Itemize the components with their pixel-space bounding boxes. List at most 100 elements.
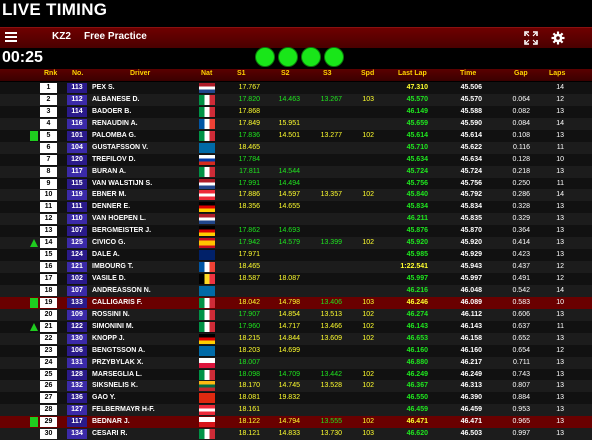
sector3-cell: 13.513 (320, 310, 342, 318)
last-lap-cell: 45.876 (406, 227, 428, 235)
best-time-cell: 45.834 (460, 203, 482, 211)
table-row[interactable]: 21 122 SIMONINI M. 17.960 14.717 13.466 102 46.… (0, 320, 592, 333)
gap-cell: 0.965 (512, 418, 530, 426)
table-row[interactable]: 2 112 ALBANESE D. 17.820 14.463 13.267 103 45.5… (0, 93, 592, 106)
table-row[interactable]: 11 111 DENNER E. 18.356 14.655 45.834 45.834 0.… (0, 201, 592, 214)
nationality-flag-icon (199, 202, 215, 213)
gap-cell: 0.286 (512, 191, 530, 199)
kart-number-cell: 124 (67, 250, 87, 261)
rank-cell: 12 (40, 214, 57, 225)
sector1-cell: 17.942 (238, 239, 260, 247)
nationality-flag-icon (199, 238, 215, 249)
sector1-cell: 17.868 (238, 107, 260, 115)
last-lap-cell: 46.367 (406, 382, 428, 390)
table-row[interactable]: 19 133 CALLIGARIS F. 18.042 14.798 13.406 103 4… (0, 296, 592, 309)
gap-cell: 0.437 (512, 263, 530, 271)
col-no[interactable]: No. (72, 70, 84, 77)
driver-name-cell: BENGTSSON A. (92, 346, 146, 354)
table-row[interactable]: 3 114 BADOER B. 17.868 46.149 45.588 0.082 13 (0, 105, 592, 118)
laps-cell: 10 (556, 155, 564, 163)
gap-cell: 0.743 (512, 370, 530, 378)
table-row[interactable]: 15 124 DALE A. 17.971 45.985 45.929 0.423 13 (0, 249, 592, 262)
col-s2[interactable]: S2 (281, 70, 290, 77)
nationality-flag-icon (199, 226, 215, 237)
sector2-cell: 14.693 (278, 227, 300, 235)
sector1-cell: 18.042 (238, 298, 260, 306)
col-s1[interactable]: S1 (237, 70, 246, 77)
col-time[interactable]: Time (460, 70, 477, 77)
rank-cell: 29 (40, 417, 57, 428)
col-nat[interactable]: Nat (201, 70, 213, 77)
sector2-cell: 14.699 (278, 346, 300, 354)
sector1-cell: 17.849 (238, 119, 260, 127)
gap-cell: 0.491 (512, 275, 530, 282)
gear-icon[interactable] (551, 31, 565, 45)
table-row[interactable]: 30 134 CESARI R. 18.121 14.833 13.730 103 46.62… (0, 428, 592, 440)
table-row[interactable]: 1 113 PEX S. 17.767 47.310 45.506 14 (0, 82, 592, 94)
col-rnk[interactable]: Rnk (44, 70, 58, 77)
table-row[interactable]: 29 117 BEDNAR J. 18.122 14.794 13.555 102 46.47… (0, 416, 592, 429)
sector1-cell: 18.161 (238, 406, 260, 414)
col-last-lap[interactable]: Last Lap (398, 70, 427, 77)
rank-cell: 8 (40, 166, 57, 177)
gap-cell: 0.652 (512, 334, 530, 342)
pit-indicator-icon (30, 417, 38, 428)
sector2-cell: 14.463 (278, 95, 300, 103)
table-row[interactable]: 14 125 CIVICO G. 17.942 14.579 13.399 102 45.92… (0, 237, 592, 250)
table-row[interactable]: 22 130 KNOPP J. 18.215 14.844 13.609 102 46.653… (0, 332, 592, 345)
sector3-cell: 13.442 (320, 370, 342, 378)
speed-cell: 102 (362, 370, 374, 378)
kart-number-cell: 107 (67, 226, 87, 237)
table-row[interactable]: 24 131 PRZYBYLAK X. 18.007 46.880 46.217 0.711… (0, 356, 592, 369)
rank-cell: 5 (40, 130, 57, 141)
table-row[interactable]: 7 120 TREFILOV D. 17.784 45.634 45.634 0.128 10 (0, 153, 592, 166)
table-row[interactable]: 27 136 GAO Y. 18.081 19.832 46.550 46.390 0.884… (0, 392, 592, 405)
driver-name-cell: CALLIGARIS F. (92, 298, 143, 306)
sector1-cell: 17.991 (238, 179, 260, 187)
table-row[interactable]: 8 117 BURAN A. 17.811 14.544 45.724 45.724 0.21… (0, 165, 592, 178)
rank-cell: 3 (40, 106, 57, 117)
rank-cell: 6 (40, 142, 57, 153)
table-row[interactable]: 5 101 PALOMBA G. 17.836 14.501 13.277 102 45.61… (0, 129, 592, 142)
table-row[interactable]: 4 116 RENAUDIN A. 17.849 15.951 45.659 45.590 0… (0, 117, 592, 130)
last-lap-cell: 46.620 (406, 430, 428, 438)
best-time-cell: 45.835 (460, 215, 482, 223)
rank-cell: 20 (40, 309, 57, 320)
last-lap-cell: 45.756 (406, 179, 428, 187)
rank-cell: 11 (40, 202, 57, 213)
col-driver[interactable]: Driver (130, 70, 151, 77)
laps-cell: 14 (556, 286, 564, 294)
table-row[interactable]: 26 132 SIKSNELIS K. 18.170 14.745 13.528 102 46… (0, 380, 592, 393)
rank-cell: 19 (40, 297, 57, 308)
gap-cell: 0.884 (512, 394, 530, 402)
position-up-icon (30, 239, 38, 248)
nationality-flag-icon (199, 345, 215, 356)
table-row[interactable]: 17 102 VASILE D. 18.587 18.087 45.997 45.997 0.… (0, 273, 592, 285)
table-row[interactable]: 13 107 BERGMEISTER J. 17.862 14.693 45.876 45.… (0, 225, 592, 238)
table-row[interactable]: 25 128 MARSEGLIA L. 18.098 14.709 13.442 102 46… (0, 368, 592, 381)
table-row[interactable]: 9 115 VAN WALSTIJN S. 17.991 14.494 45.756 45.… (0, 177, 592, 190)
fullscreen-icon[interactable] (524, 31, 538, 45)
table-row[interactable]: 20 109 ROSSINI N. 17.907 14.854 13.513 102 46.2… (0, 308, 592, 321)
col-gap[interactable]: Gap (514, 70, 528, 77)
table-row[interactable]: 18 107 ANDREASSON N. 46.216 46.048 0.542 14 (0, 284, 592, 297)
driver-name-cell: SIKSNELIS K. (92, 382, 138, 390)
gap-cell: 0.328 (512, 203, 530, 211)
sector2-cell: 14.579 (278, 239, 300, 247)
table-row[interactable]: 12 110 VAN HOEPEN L. 46.211 45.835 0.329 13 (0, 213, 592, 226)
sector2-cell: 18.087 (278, 275, 300, 282)
nationality-flag-icon (199, 297, 215, 308)
col-spd[interactable]: Spd (361, 70, 375, 77)
table-row[interactable]: 6 104 GUSTAFSSON V. 18.465 45.710 45.622 0.116… (0, 141, 592, 154)
menu-icon[interactable] (5, 32, 17, 44)
col-laps[interactable]: Laps (549, 70, 566, 77)
col-s3[interactable]: S3 (323, 70, 332, 77)
table-row[interactable]: 10 119 EBNER M. 17.886 14.597 13.357 102 45.840… (0, 189, 592, 202)
pit-indicator-icon (30, 130, 38, 141)
table-row[interactable]: 23 106 BENGTSSON A. 18.203 14.699 46.160 46.16… (0, 344, 592, 357)
rank-cell: 28 (40, 405, 57, 416)
gap-cell: 0.606 (512, 310, 530, 318)
rank-cell: 30 (40, 429, 57, 440)
table-row[interactable]: 28 127 FELBERMAYR H-F. 18.161 46.459 46.459 0.… (0, 404, 592, 417)
table-row[interactable]: 16 121 IMBOURG T. 18.465 1:22.541 45.943 0.437… (0, 261, 592, 273)
